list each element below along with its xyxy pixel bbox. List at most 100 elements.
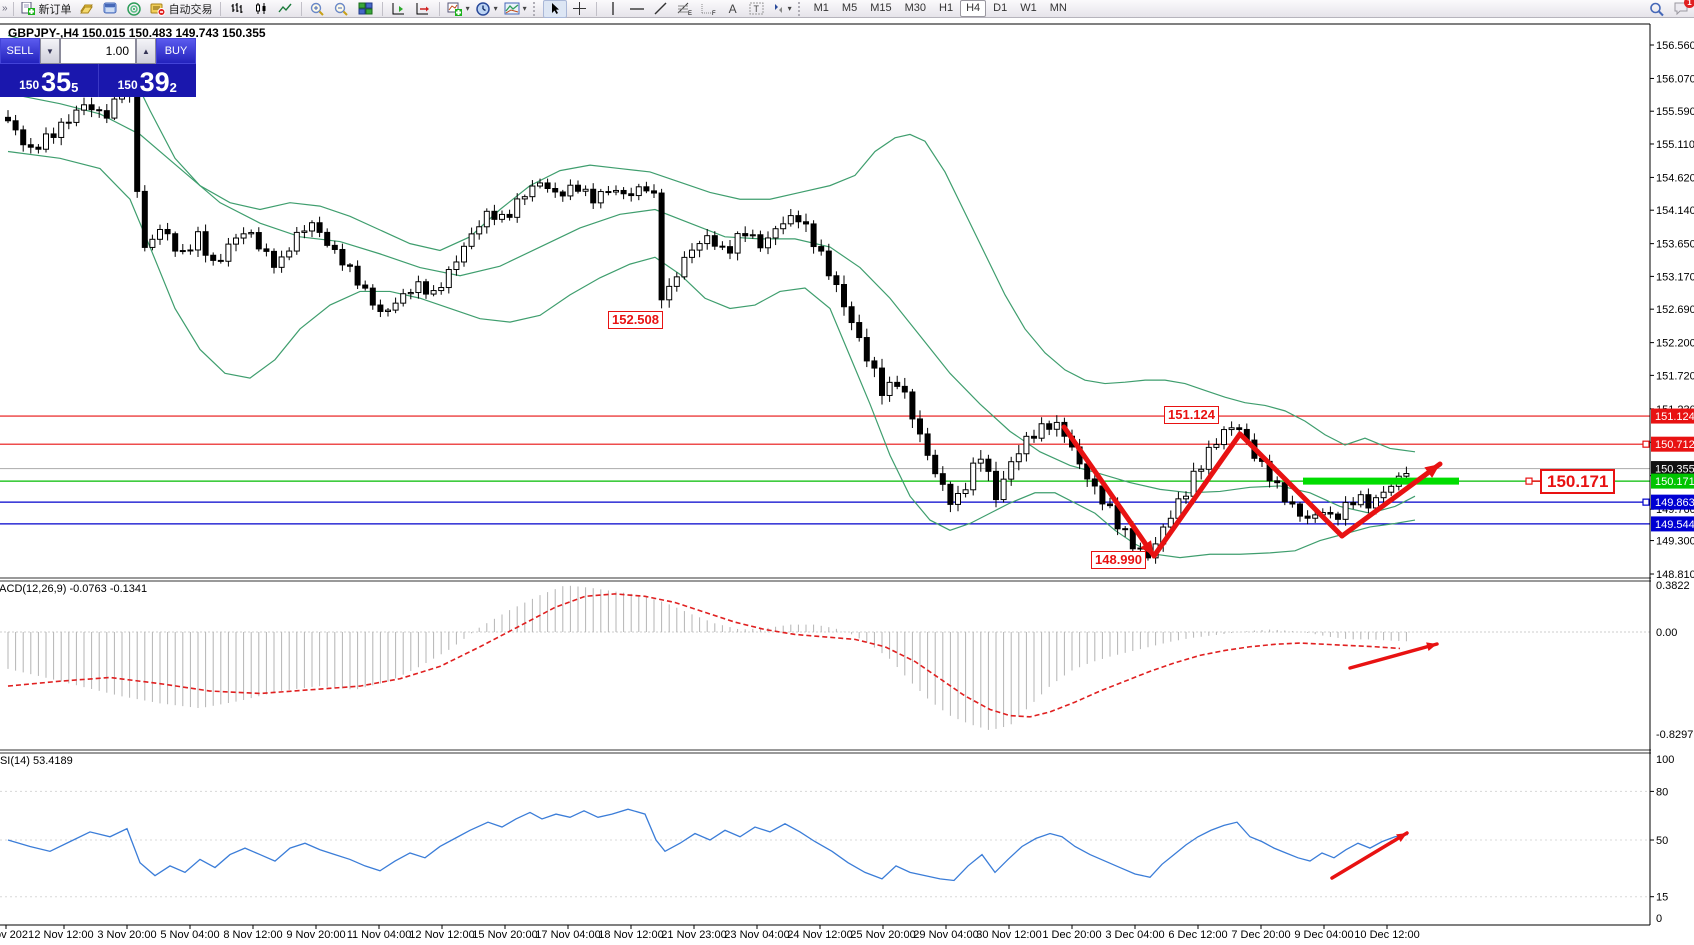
zoom-out-icon (334, 2, 348, 16)
horizontal-line-tool-button[interactable] (626, 1, 648, 17)
navigator-button[interactable] (124, 1, 146, 17)
market-watch-icon (80, 4, 93, 14)
periods-clock-icon (475, 1, 490, 16)
svg-text:12 Nov 12:00: 12 Nov 12:00 (409, 929, 474, 940)
zoom-in-button[interactable] (307, 1, 329, 17)
new-order-button[interactable]: 新订单 (19, 1, 74, 17)
fibonacci-tool-button[interactable]: E (674, 1, 696, 17)
cursor-tool-button[interactable] (542, 0, 567, 18)
annotation-low-148990[interactable]: 148.990 (1091, 551, 1146, 569)
text-label-tool-button[interactable]: T (746, 1, 768, 17)
svg-text:11 Nov 04:00: 11 Nov 04:00 (347, 929, 412, 940)
svg-text:150.171: 150.171 (1655, 476, 1694, 488)
new-order-label: 新订单 (38, 3, 72, 16)
svg-text:21 Nov 23:00: 21 Nov 23:00 (661, 929, 726, 940)
buy-button[interactable]: BUY (156, 38, 196, 64)
text-label-icon: T (749, 2, 764, 15)
line-chart-button[interactable] (274, 1, 296, 17)
annotation-low-152508[interactable]: 152.508 (608, 311, 663, 329)
arrows-shapes-icon (774, 4, 782, 13)
data-window-icon (103, 2, 117, 14)
macd-label: MACD(12,26,9) -0.0763 -0.1341 (0, 583, 148, 595)
one-click-trading-panel: SELL ▼ 1.00 ▲ BUY 150 35 5 150 39 2 (0, 38, 196, 97)
fibonacci-icon: E (677, 2, 692, 15)
svg-text:9 Dec 04:00: 9 Dec 04:00 (1294, 929, 1353, 940)
periods-caret-icon: ▾ (493, 4, 498, 13)
market-watch-button[interactable] (76, 1, 98, 17)
svg-text:152.200: 152.200 (1656, 338, 1694, 350)
timeframe-M1[interactable]: M1 (813, 2, 829, 14)
timeframe-W1[interactable]: W1 (1020, 2, 1037, 14)
svg-text:148.810: 148.810 (1656, 569, 1694, 581)
zoom-in-icon (310, 2, 324, 16)
buy-price-button[interactable]: 150 39 2 (99, 64, 197, 97)
templates-button[interactable]: ▾ (502, 1, 529, 17)
text-tool-button[interactable]: A (722, 1, 744, 17)
bar-chart-icon (231, 3, 243, 13)
svg-text:2 Nov 12:00: 2 Nov 12:00 (34, 929, 93, 940)
candlestick-chart-button[interactable] (250, 1, 272, 17)
volume-decrease-button[interactable]: ▼ (40, 38, 60, 64)
svg-text:-0.8297: -0.8297 (1656, 729, 1693, 741)
tile-windows-button[interactable] (355, 1, 377, 17)
svg-text:80: 80 (1656, 786, 1668, 798)
svg-text:5 Nov 04:00: 5 Nov 04:00 (160, 929, 219, 940)
svg-text:152.690: 152.690 (1656, 304, 1694, 316)
svg-text:155.590: 155.590 (1656, 106, 1694, 118)
crosshair-tool-button[interactable] (569, 1, 591, 17)
svg-text:T: T (754, 4, 760, 14)
svg-text:30 Nov 12:00: 30 Nov 12:00 (976, 929, 1041, 940)
volume-input[interactable]: 1.00 (60, 38, 136, 64)
annotation-support-150171[interactable]: 150.171 (1540, 469, 1616, 494)
rsi-label: RSI(14) 53.4189 (0, 755, 73, 767)
timeframe-M15[interactable]: M15 (870, 2, 892, 14)
cursor-icon (551, 3, 559, 14)
notification-badge: 1 (1684, 0, 1694, 8)
timeframe-M5[interactable]: M5 (841, 2, 858, 14)
zoom-out-button[interactable] (331, 1, 353, 17)
svg-text:23 Nov 04:00: 23 Nov 04:00 (724, 929, 789, 940)
periods-button[interactable]: ▾ (474, 1, 500, 17)
bar-chart-button[interactable] (226, 1, 248, 17)
svg-text:149.544: 149.544 (1655, 519, 1694, 531)
svg-text:156.070: 156.070 (1656, 73, 1694, 85)
trendline-tool-button[interactable] (650, 1, 672, 17)
timeframe-M30[interactable]: M30 (904, 2, 926, 14)
sell-price-button[interactable]: 150 35 5 (0, 64, 99, 97)
timeframe-H1[interactable]: H1 (939, 2, 954, 14)
svg-text:15 Nov 20:00: 15 Nov 20:00 (472, 929, 537, 940)
timeframe-MN[interactable]: MN (1049, 2, 1067, 14)
svg-text:150.712: 150.712 (1655, 439, 1694, 451)
chart-autoscroll-icon (416, 2, 430, 14)
sell-button[interactable]: SELL (0, 38, 40, 64)
svg-text:151.720: 151.720 (1656, 370, 1694, 382)
chart-autoscroll-button[interactable] (412, 1, 434, 17)
svg-text:25 Nov 20:00: 25 Nov 20:00 (850, 929, 915, 940)
arrows-tool-button[interactable]: ▾ (770, 1, 794, 17)
toolbar-overflow-chevron[interactable]: » (2, 3, 8, 14)
svg-text:155.110: 155.110 (1656, 139, 1694, 151)
notifications-button[interactable]: 1 (1673, 0, 1694, 18)
svg-text:0.3822: 0.3822 (1656, 580, 1690, 592)
spinner-up-icon: ▲ (142, 46, 150, 56)
toolbar: » 新订单 自动交易 ▾ (0, 0, 1694, 18)
line-chart-icon (278, 3, 292, 13)
svg-text:9 Nov 20:00: 9 Nov 20:00 (286, 929, 345, 940)
timeframe-D1[interactable]: D1 (993, 2, 1008, 14)
chart-shift-button[interactable] (388, 1, 410, 17)
autotrading-button[interactable]: 自动交易 (148, 1, 215, 17)
timeframe-H4[interactable]: H4 (960, 0, 987, 17)
svg-text:1 Nov 2021: 1 Nov 2021 (0, 929, 34, 940)
svg-text:10 Dec 12:00: 10 Dec 12:00 (1354, 929, 1419, 940)
search-icon[interactable] (1649, 2, 1665, 17)
data-window-button[interactable] (100, 1, 122, 17)
candlestick-chart-icon (255, 3, 266, 14)
indicators-button[interactable]: ▾ (445, 1, 472, 17)
svg-text:154.620: 154.620 (1656, 172, 1694, 184)
fibonacci-fan-tool-button[interactable]: F (698, 1, 720, 17)
annotation-resistance-151124[interactable]: 151.124 (1164, 406, 1219, 424)
chart-shift-icon (392, 2, 405, 14)
volume-increase-button[interactable]: ▲ (136, 38, 156, 64)
vertical-line-tool-button[interactable] (602, 1, 624, 17)
